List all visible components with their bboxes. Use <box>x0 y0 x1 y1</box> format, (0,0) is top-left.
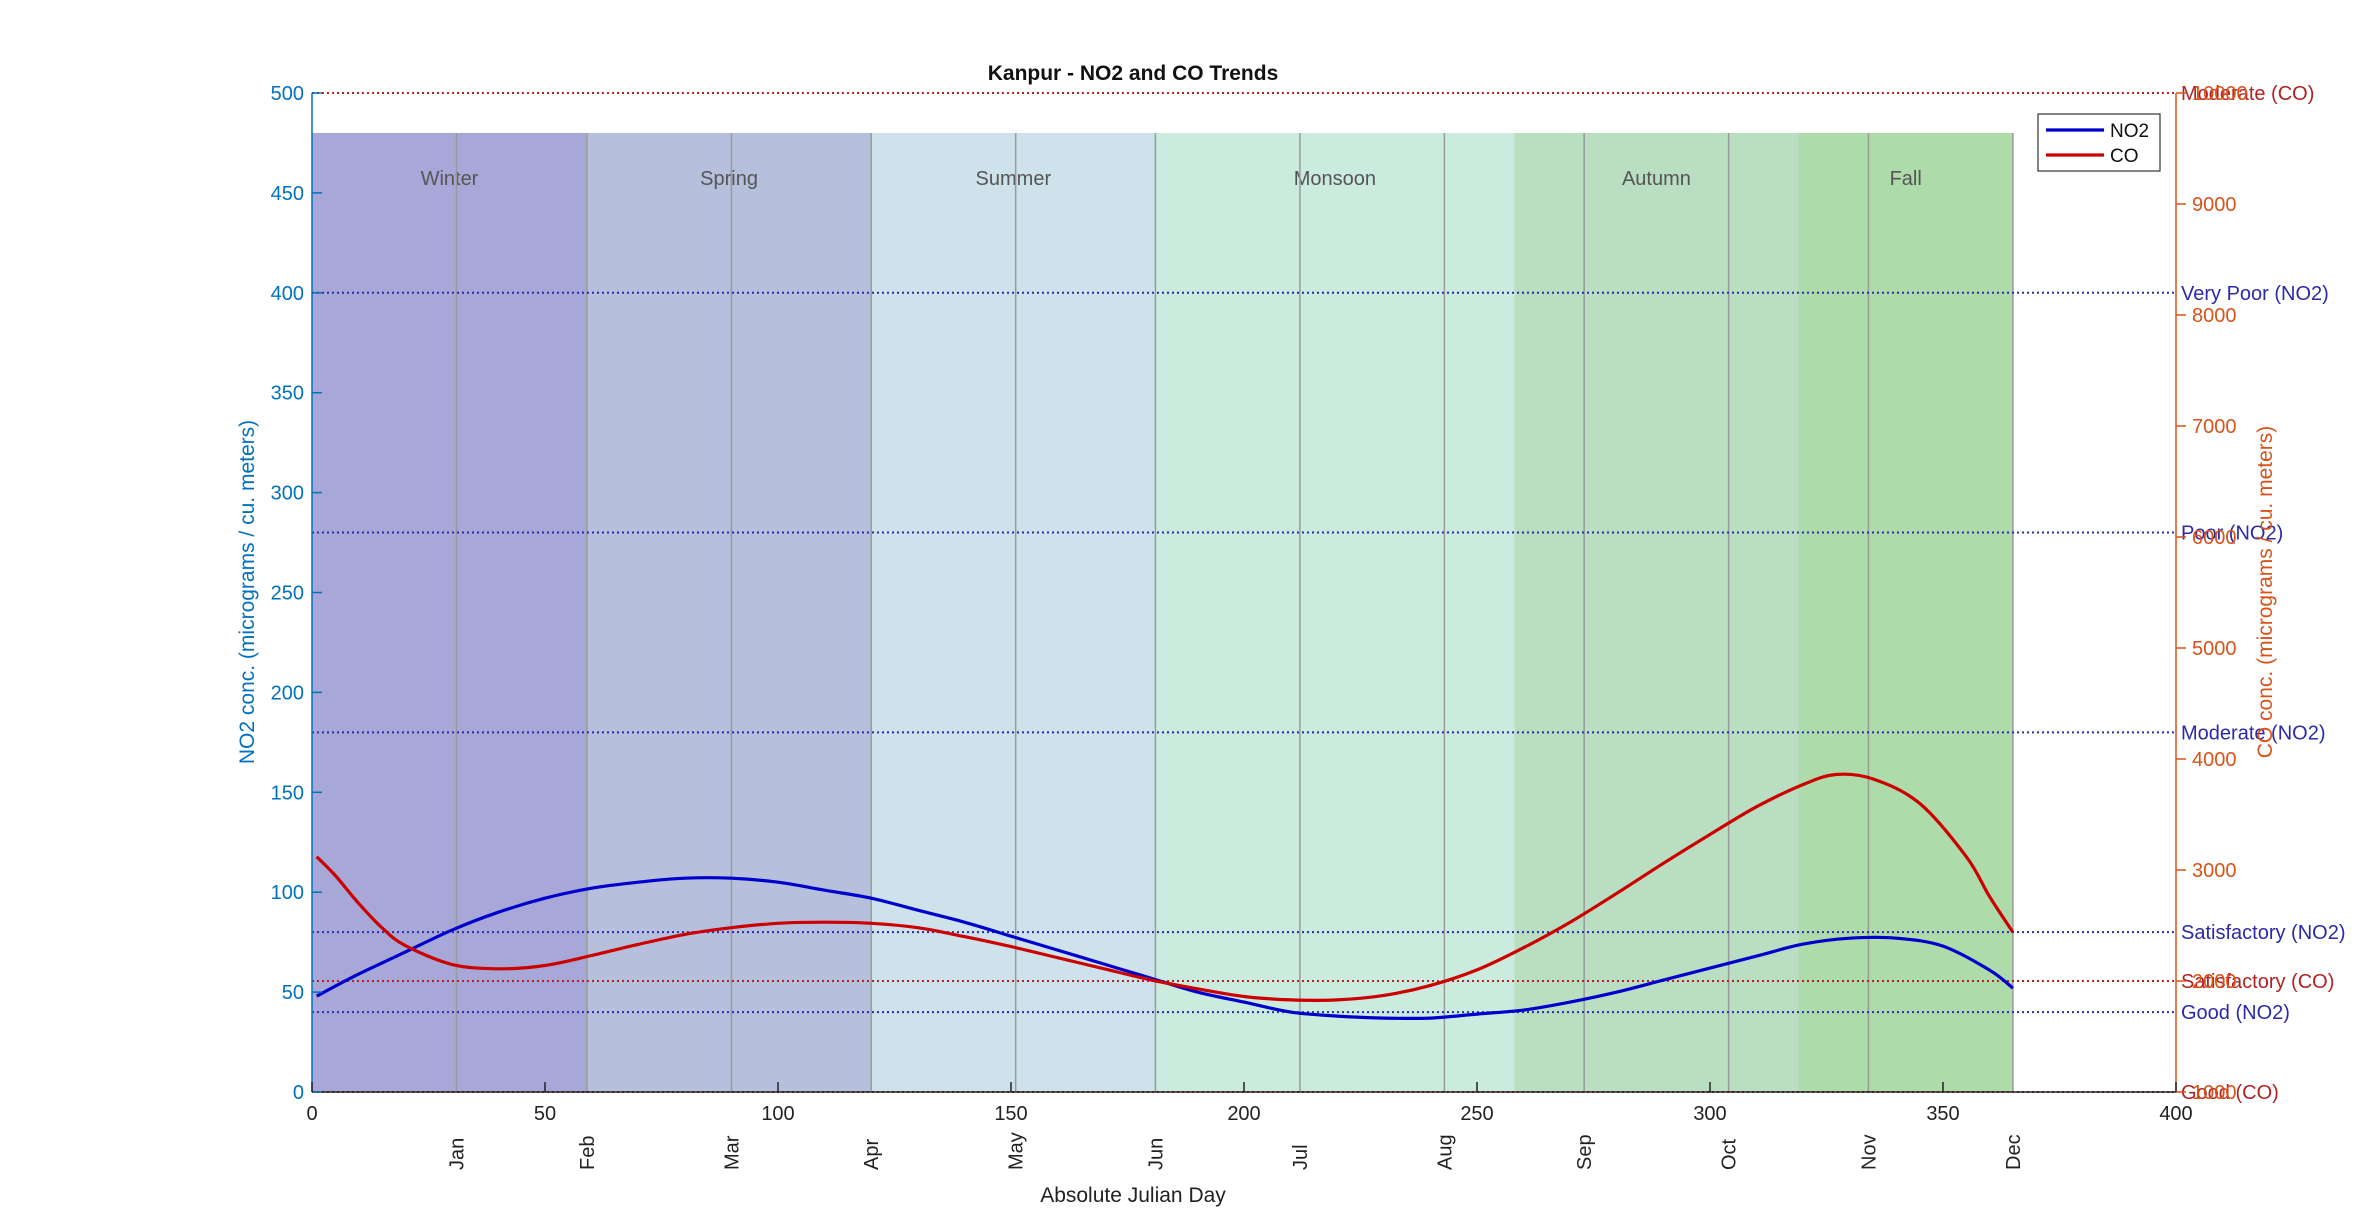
y-right-axis-label: CO conc. (micrograms / cu. meters) <box>2254 426 2277 759</box>
y-right-tick-label: 8000 <box>2192 305 2237 327</box>
y-right-tick-label: 7000 <box>2192 416 2237 438</box>
threshold-label-poor-no2: Poor (NO2) <box>2181 523 2283 545</box>
x-tick-label: 200 <box>1227 1103 1260 1125</box>
y-left-axis-label: NO2 conc. (micrograms / cu. meters) <box>236 420 259 764</box>
month-lines <box>455 132 2014 1092</box>
month-tick-label-aug: Aug <box>1434 1134 1456 1170</box>
y-left-tick-label: 50 <box>282 982 304 1004</box>
threshold-label-moderate-no2: Moderate (NO2) <box>2181 722 2326 744</box>
month-tick-label-nov: Nov <box>1858 1134 1880 1170</box>
season-label-spring: Spring <box>700 168 758 190</box>
month-tick-label-may: May <box>1006 1132 1028 1170</box>
x-tick-label: 100 <box>761 1103 794 1125</box>
legend-label-no2: NO2 <box>2110 121 2149 142</box>
season-label-autumn: Autumn <box>1622 168 1691 190</box>
x-tick-label: 0 <box>306 1103 317 1125</box>
season-bands: Winter Spring Summer Monsoon Autumn Fall <box>312 132 2013 1092</box>
season-band-fall <box>1798 132 2013 1092</box>
y-right-tick-label: 1000 <box>2192 1082 2237 1104</box>
x-axis-label: Absolute Julian Day <box>1040 1184 1226 1207</box>
season-label-winter: Winter <box>421 168 479 190</box>
x-tick-label: 250 <box>1460 1103 1493 1125</box>
legend-label-co: CO <box>2110 146 2139 167</box>
legend: NO2 CO <box>2037 113 2161 172</box>
y-left-tick-label: 400 <box>271 283 304 305</box>
month-tick-label-jan: Jan <box>446 1138 468 1170</box>
season-band-spring <box>586 132 872 1092</box>
threshold-label-moderate-co: Moderate (CO) <box>2181 83 2314 105</box>
season-label-monsoon: Monsoon <box>1294 168 1376 190</box>
y-right-tick-label: 4000 <box>2192 749 2237 771</box>
threshold-label-satisfactory-co: Satisfactory (CO) <box>2181 971 2334 993</box>
labels: Kanpur - NO2 and CO Trends Absolute Juli… <box>236 62 2277 1207</box>
y-right-tick-label: 2000 <box>2192 971 2237 993</box>
y-left-tick-label: 450 <box>271 183 304 205</box>
legend-box <box>2037 113 2161 172</box>
y-left-tick-label: 200 <box>271 682 304 704</box>
y-left-tick-label: 350 <box>271 383 304 405</box>
month-tick-label-feb: Feb <box>577 1136 599 1170</box>
month-tick-label-apr: Apr <box>861 1139 883 1170</box>
series-line-co <box>315 772 2015 1002</box>
x-tick-label: 350 <box>1926 1103 1959 1125</box>
y-right-tick-label: 3000 <box>2192 860 2237 882</box>
axes: Jan Feb Mar Apr May Jun Jul Aug Sep Oct Nov Dec 0 50 1… <box>271 83 2248 1170</box>
month-tick-label-sep: Sep <box>1574 1134 1596 1170</box>
y-right-tick-label: 5000 <box>2192 638 2237 660</box>
y-right-tick-label: 10000 <box>2192 83 2248 105</box>
month-tick-label-dec: Dec <box>2003 1134 2025 1170</box>
month-tick-label-oct: Oct <box>1719 1138 1741 1170</box>
y-right-tick-label: 6000 <box>2192 527 2237 549</box>
month-tick-label-mar: Mar <box>721 1135 743 1170</box>
threshold-label-good-co: Good (CO) <box>2181 1082 2279 1104</box>
month-tick-label-jul: Jul <box>1290 1144 1312 1170</box>
threshold-label-good-no2: Good (NO2) <box>2181 1002 2290 1024</box>
season-band-monsoon <box>1155 132 1515 1092</box>
season-label-summer: Summer <box>976 168 1052 190</box>
season-label-fall: Fall <box>1890 168 1922 190</box>
x-tick-label: 400 <box>2159 1103 2192 1125</box>
season-band-autumn <box>1514 132 1799 1092</box>
month-tick-label-jun: Jun <box>1145 1138 1167 1170</box>
y-left-tick-label: 150 <box>271 782 304 804</box>
y-left-tick-label: 300 <box>271 483 304 505</box>
threshold-label-satisfactory-no2: Satisfactory (NO2) <box>2181 922 2345 944</box>
x-tick-label: 50 <box>534 1103 556 1125</box>
y-left-tick-label: 100 <box>271 882 304 904</box>
threshold-label-very-poor-no2: Very Poor (NO2) <box>2181 283 2329 305</box>
y-left-tick-label: 250 <box>271 583 304 605</box>
data-series <box>315 772 2015 1021</box>
y-right-tick-label: 9000 <box>2192 194 2237 216</box>
x-tick-label: 150 <box>994 1103 1027 1125</box>
x-tick-label: 300 <box>1693 1103 1726 1125</box>
y-left-tick-label: 0 <box>293 1082 304 1104</box>
y-left-tick-label: 500 <box>271 83 304 105</box>
chart-title: Kanpur - NO2 and CO Trends <box>988 62 1279 85</box>
season-band-winter <box>312 132 587 1092</box>
